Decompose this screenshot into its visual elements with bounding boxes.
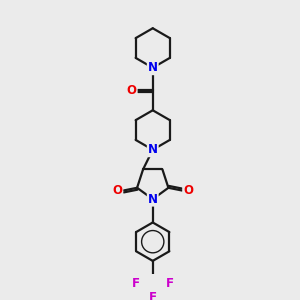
Text: F: F bbox=[131, 278, 140, 290]
Text: F: F bbox=[166, 278, 174, 290]
Text: O: O bbox=[127, 84, 136, 97]
Text: N: N bbox=[148, 193, 158, 206]
Text: O: O bbox=[183, 184, 193, 197]
Text: F: F bbox=[149, 291, 157, 300]
Text: N: N bbox=[148, 143, 158, 156]
Text: N: N bbox=[148, 61, 158, 74]
Text: O: O bbox=[112, 184, 122, 197]
